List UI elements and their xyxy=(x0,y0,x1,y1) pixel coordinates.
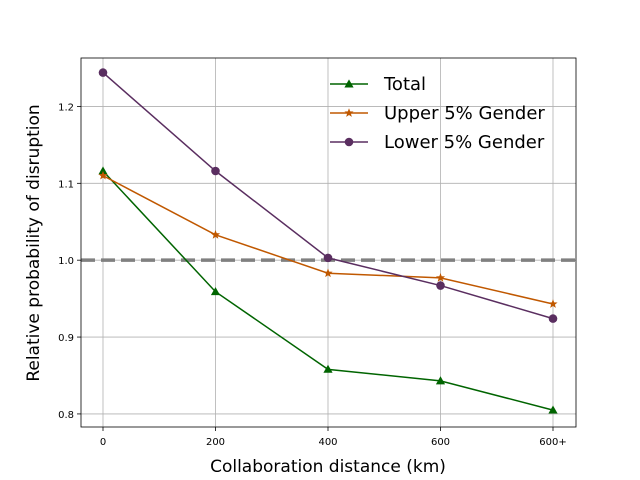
x-axis-ticks: 0 200 400 600 600+ xyxy=(100,427,567,448)
x-tick-label: 400 xyxy=(318,437,337,448)
data-point-total xyxy=(323,364,333,373)
data-point-upper-5pct-gender xyxy=(548,299,558,308)
legend-label-total: Total xyxy=(383,74,426,95)
legend: Total Upper 5% Gender Lower 5% Gender xyxy=(330,74,545,153)
x-tick-label: 600 xyxy=(431,437,450,448)
y-tick-label: 1.1 xyxy=(58,179,74,190)
data-point-upper-5pct-gender xyxy=(323,268,333,278)
data-point-total xyxy=(548,405,558,414)
y-axis-ticks: 0.8 0.9 1.0 1.1 1.2 xyxy=(58,102,81,421)
x-tick-label: 0 xyxy=(100,437,106,448)
data-point-lower-5pct-gender xyxy=(436,281,445,290)
data-point-lower-5pct-gender xyxy=(98,68,108,77)
y-tick-label: 1.2 xyxy=(58,102,74,113)
plot-area xyxy=(81,58,576,427)
series-lower-5pct-gender xyxy=(98,68,558,323)
y-tick-label: 0.9 xyxy=(58,333,74,344)
data-point-lower-5pct-gender xyxy=(323,253,333,263)
x-tick-label: 600+ xyxy=(539,437,566,448)
x-tick-label: 200 xyxy=(206,437,225,448)
legend-marker-lower-5pct-gender xyxy=(344,137,354,147)
data-point-lower-5pct-gender xyxy=(548,314,558,323)
data-point-upper-5pct-gender xyxy=(98,170,108,180)
data-point-total xyxy=(210,287,221,296)
legend-label-upper-5pct-gender: Upper 5% Gender xyxy=(384,103,545,124)
data-point-upper-5pct-gender xyxy=(210,230,221,239)
data-point-upper-5pct-gender xyxy=(435,273,446,282)
data-point-lower-5pct-gender xyxy=(211,166,220,176)
legend-marker-upper-5pct-gender xyxy=(344,108,354,117)
data-point-total xyxy=(435,376,446,385)
legend-marker-total xyxy=(344,79,354,88)
y-tick-label: 1.0 xyxy=(58,256,74,267)
y-tick-label: 0.8 xyxy=(58,410,74,421)
series-total xyxy=(98,166,558,414)
series-group xyxy=(98,68,558,414)
legend-label-lower-5pct-gender: Lower 5% Gender xyxy=(384,132,545,153)
plot-frame xyxy=(80,57,577,428)
series-upper-5pct-gender xyxy=(98,170,558,308)
data-point-total xyxy=(98,166,108,175)
x-axis-label: Collaboration distance (km) xyxy=(210,457,446,477)
y-axis-label: Relative probability of disruption xyxy=(24,104,44,381)
